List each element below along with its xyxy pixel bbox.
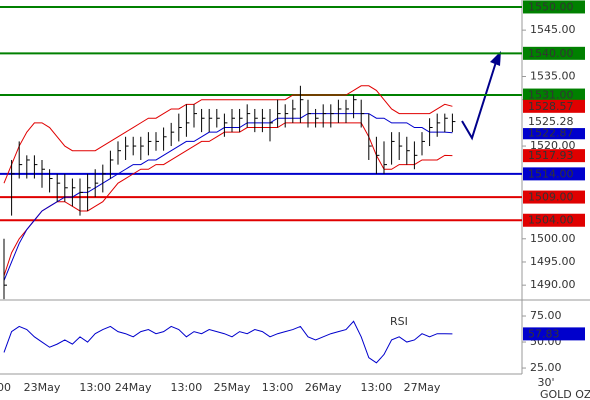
ma-last-box (523, 126, 585, 140)
x-tick-label: 24May (115, 381, 152, 394)
price-last-label: 1525.28 (528, 115, 574, 128)
level-box (523, 167, 585, 181)
band-last-label: 1528.57 (528, 100, 574, 113)
x-tick-label: 25May (214, 381, 251, 394)
level-label: 1514.00 (528, 167, 574, 180)
rsi-last-box (523, 327, 585, 341)
x-tick-label: 23May (24, 381, 61, 394)
level-label: 1504.00 (528, 214, 574, 227)
y-tick-label: 1520.00 (530, 139, 576, 152)
price-last-box (523, 115, 585, 129)
level-box (523, 213, 585, 227)
level-label: 1540.00 (528, 47, 574, 60)
lower-band (3, 122, 453, 277)
x-tick-label: 26May (305, 381, 342, 394)
rsi-tick-label: 75.00 (530, 309, 562, 322)
forecast-arrow (461, 61, 497, 141)
x-tick-label: 00 (0, 381, 11, 394)
y-tick-label: 1500.00 (530, 232, 576, 245)
rsi-last-label: 57.83 (528, 327, 560, 340)
ma-last-label: 1522.87 (528, 126, 574, 139)
x-tick-label: 13:00 (171, 381, 203, 394)
moving-average (3, 113, 453, 281)
y-tick-label: 1545.00 (530, 23, 576, 36)
level-box (523, 88, 585, 102)
level-label: 1550.00 (528, 0, 574, 13)
band-last-box (523, 149, 585, 163)
level-box (523, 190, 585, 204)
x-tick-label: 13:00 (361, 381, 393, 394)
rsi-line (3, 320, 453, 364)
x-tick-label: 27May (404, 381, 441, 394)
level-box (523, 0, 585, 14)
x-tick-label: 13:00 (79, 381, 111, 394)
forecast-arrowhead (490, 51, 501, 66)
level-label: 1531.00 (528, 89, 574, 102)
band-last-label: 1517.93 (528, 149, 574, 162)
x-tick-label: 13:00 (262, 381, 294, 394)
interval: 30' (537, 376, 554, 389)
symbol: GOLD OZ U (540, 388, 590, 400)
level-label: 1509.00 (528, 191, 574, 204)
y-tick-label: 1495.00 (530, 255, 576, 268)
y-tick-label: 1535.00 (530, 70, 576, 83)
rsi-title: RSI (390, 315, 408, 328)
rsi-tick-label: 25.00 (530, 361, 562, 374)
level-box (523, 46, 585, 60)
y-tick-label: 1490.00 (530, 278, 576, 291)
band-last-box (523, 99, 585, 113)
upper-band (3, 85, 453, 184)
